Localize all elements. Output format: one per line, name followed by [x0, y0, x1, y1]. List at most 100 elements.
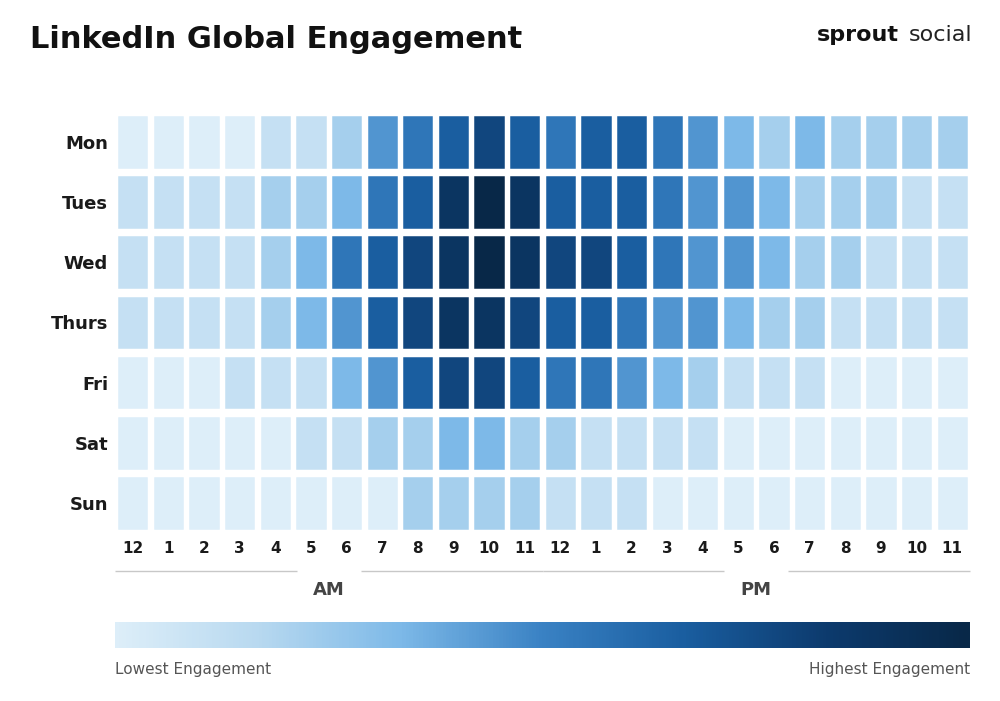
Bar	[401, 294, 434, 350]
Bar	[864, 475, 898, 531]
Bar	[366, 294, 399, 350]
Bar	[294, 175, 328, 230]
Bar	[793, 234, 826, 290]
Bar	[722, 355, 755, 411]
Bar	[187, 294, 221, 350]
Bar	[116, 355, 149, 411]
Text: Lowest Engagement: Lowest Engagement	[115, 662, 271, 677]
Bar	[508, 415, 541, 470]
Bar	[686, 175, 719, 230]
Bar	[936, 475, 969, 531]
Bar	[116, 475, 149, 531]
Bar	[472, 234, 506, 290]
Bar	[437, 234, 470, 290]
Bar	[401, 234, 434, 290]
Bar	[187, 355, 221, 411]
Bar	[472, 355, 506, 411]
Bar	[330, 355, 363, 411]
Bar	[401, 475, 434, 531]
Bar	[757, 415, 791, 470]
Bar	[829, 415, 862, 470]
Bar	[579, 175, 613, 230]
Bar	[223, 294, 256, 350]
Bar	[437, 415, 470, 470]
Bar	[294, 294, 328, 350]
Bar	[259, 355, 292, 411]
Bar	[508, 294, 541, 350]
Bar	[686, 234, 719, 290]
Bar	[579, 355, 613, 411]
Bar	[936, 415, 969, 470]
Bar	[936, 294, 969, 350]
Bar	[757, 294, 791, 350]
Bar	[900, 294, 933, 350]
Bar	[544, 114, 577, 170]
Bar	[793, 355, 826, 411]
Bar	[116, 114, 149, 170]
Bar	[508, 175, 541, 230]
Bar	[615, 355, 648, 411]
Bar	[900, 415, 933, 470]
Bar	[722, 234, 755, 290]
Bar	[401, 355, 434, 411]
Bar	[900, 175, 933, 230]
Bar	[152, 175, 185, 230]
Bar	[579, 234, 613, 290]
Bar	[864, 114, 898, 170]
Bar	[544, 175, 577, 230]
Bar	[579, 415, 613, 470]
Bar	[829, 114, 862, 170]
Bar	[152, 415, 185, 470]
Bar	[615, 294, 648, 350]
Bar	[116, 294, 149, 350]
Bar	[508, 355, 541, 411]
Bar	[152, 234, 185, 290]
Bar	[757, 114, 791, 170]
Bar	[401, 114, 434, 170]
Bar	[544, 234, 577, 290]
Bar	[472, 475, 506, 531]
Bar	[259, 475, 292, 531]
Bar	[686, 475, 719, 531]
Bar	[223, 355, 256, 411]
Bar	[864, 415, 898, 470]
Bar	[437, 294, 470, 350]
Bar	[508, 234, 541, 290]
Bar	[294, 475, 328, 531]
Bar	[472, 415, 506, 470]
Bar	[366, 475, 399, 531]
Bar	[900, 355, 933, 411]
Bar	[152, 294, 185, 350]
Bar	[829, 355, 862, 411]
Bar	[936, 355, 969, 411]
Bar	[579, 475, 613, 531]
Bar	[864, 234, 898, 290]
Bar	[936, 175, 969, 230]
Bar	[722, 175, 755, 230]
Bar	[152, 114, 185, 170]
Bar	[864, 175, 898, 230]
Bar	[615, 114, 648, 170]
Text: LinkedIn Global Engagement: LinkedIn Global Engagement	[30, 25, 522, 53]
Bar	[259, 175, 292, 230]
Bar	[651, 415, 684, 470]
Bar	[757, 234, 791, 290]
Bar	[508, 475, 541, 531]
Bar	[259, 294, 292, 350]
Bar	[401, 175, 434, 230]
Bar	[900, 234, 933, 290]
Bar	[366, 175, 399, 230]
Bar	[223, 234, 256, 290]
Bar	[330, 114, 363, 170]
Bar	[508, 114, 541, 170]
Bar	[223, 475, 256, 531]
Bar	[437, 175, 470, 230]
Bar	[829, 234, 862, 290]
Bar	[544, 475, 577, 531]
Bar	[829, 294, 862, 350]
Bar	[187, 475, 221, 531]
Text: social: social	[908, 25, 972, 45]
Bar	[187, 415, 221, 470]
Bar	[223, 175, 256, 230]
Bar	[793, 475, 826, 531]
